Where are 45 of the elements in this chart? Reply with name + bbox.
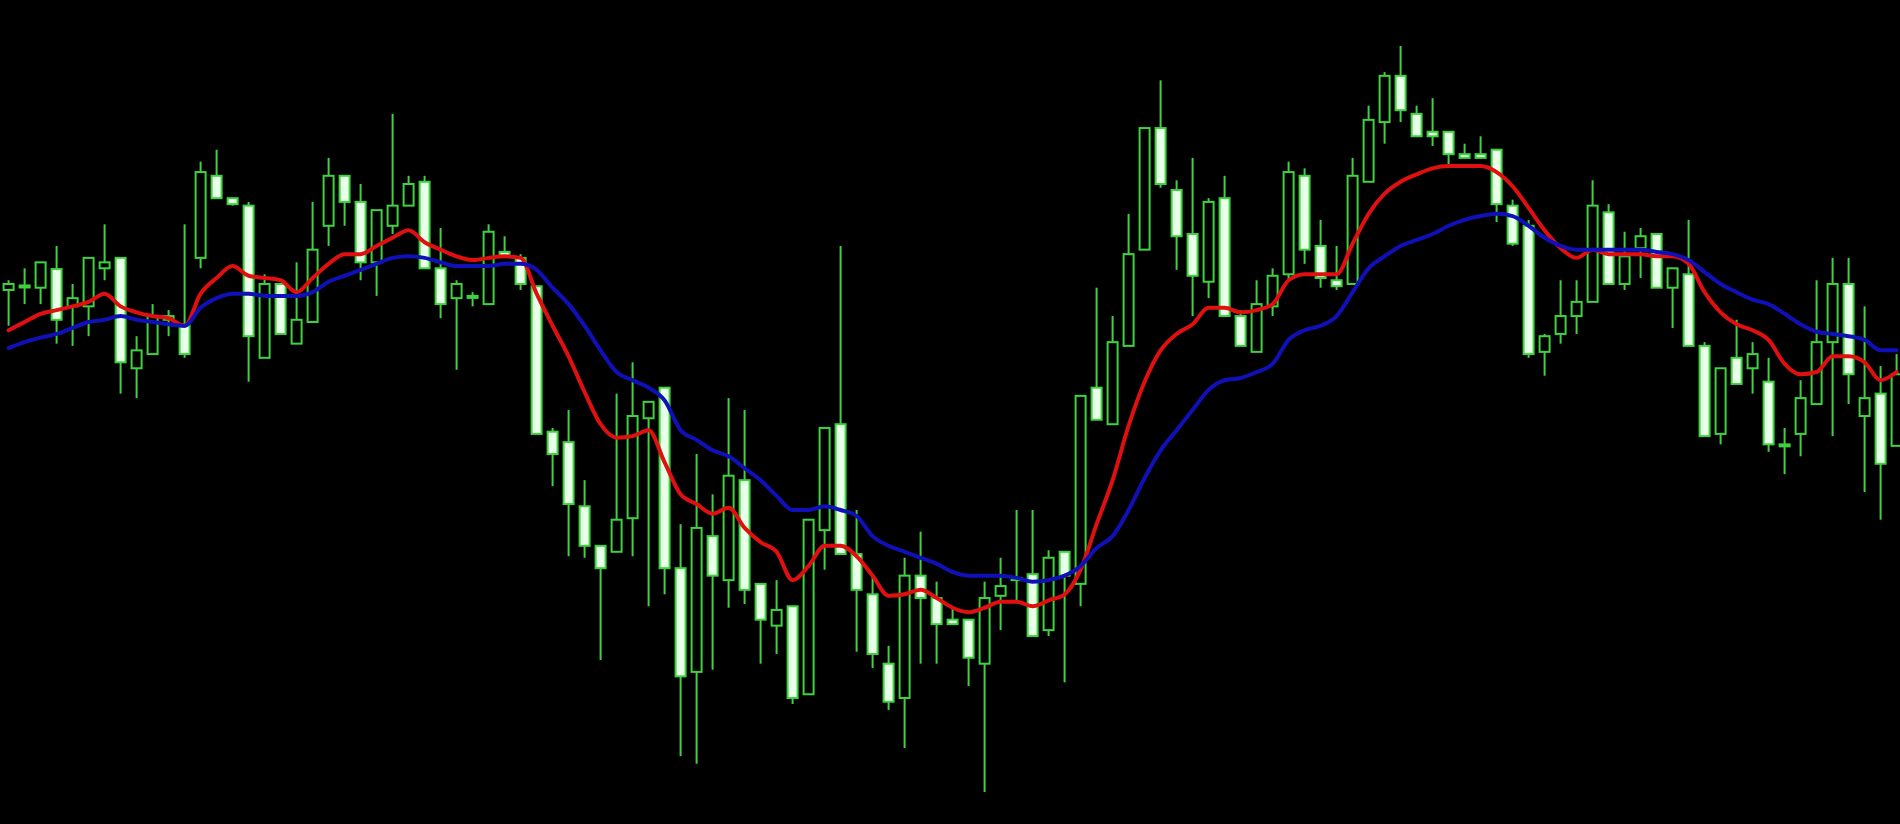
candlestick	[1858, 305, 1871, 494]
candlestick	[450, 279, 463, 371]
candlestick	[290, 261, 303, 345]
candlestick	[386, 112, 399, 235]
candlestick	[994, 556, 1007, 632]
candlestick	[770, 579, 783, 655]
candlestick	[1666, 267, 1679, 329]
candlestick	[1378, 71, 1391, 145]
candlestick	[1186, 156, 1199, 318]
candlestick	[1794, 379, 1807, 458]
candlestick	[1410, 104, 1423, 138]
candlestick	[706, 493, 719, 671]
candlestick	[754, 582, 767, 665]
candlestick	[434, 227, 447, 320]
candlestick	[1250, 279, 1263, 353]
candlestick	[338, 174, 351, 227]
candlestick	[610, 392, 623, 553]
candlestick	[2, 279, 15, 327]
candlestick	[98, 223, 111, 282]
candlestick	[882, 644, 895, 711]
candlestick	[402, 174, 415, 207]
candlestick	[1538, 332, 1551, 377]
candlestick	[546, 426, 559, 488]
candlestick	[578, 479, 591, 559]
candlestick	[1554, 279, 1567, 345]
candlestick	[34, 261, 47, 306]
candlestick	[1442, 130, 1455, 168]
candlestick	[1170, 179, 1183, 271]
candlestick	[1570, 279, 1583, 335]
candlestick	[1234, 309, 1247, 347]
candlestick	[1746, 341, 1759, 395]
candlestick	[1474, 135, 1487, 159]
candlestick	[962, 618, 975, 688]
candlestick	[1426, 97, 1439, 147]
candlestick	[1618, 230, 1631, 291]
candlestick	[1730, 318, 1743, 385]
candlestick	[130, 335, 143, 400]
candlestick	[210, 148, 223, 200]
candlestick	[1330, 244, 1343, 291]
candlestick	[1394, 45, 1407, 124]
candlestick	[1778, 426, 1791, 476]
candlestick	[18, 267, 31, 306]
candlestick	[642, 400, 655, 608]
candlestick	[594, 544, 607, 661]
candlestick	[1090, 286, 1103, 421]
